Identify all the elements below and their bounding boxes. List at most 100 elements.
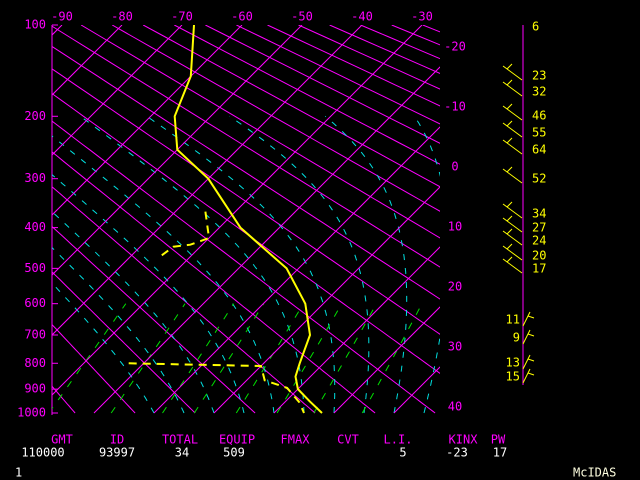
temperature-line [173, 24, 323, 414]
wind-barb [502, 103, 523, 121]
isotherm [52, 25, 363, 336]
footer-header: CVT [337, 433, 359, 447]
dry-adiabat [52, 45, 440, 300]
wind-speed-label: 6 [532, 20, 539, 34]
x-tick-label: -40 [351, 10, 373, 24]
wind-speed-label: 24 [532, 234, 546, 248]
wind-speed-label: 11 [506, 313, 520, 327]
footer-header: L.I. [384, 433, 413, 447]
wind-barb [502, 256, 523, 274]
x-tick-label: -50 [291, 10, 313, 24]
footer-value: 5 [399, 446, 406, 460]
dry-adiabat [52, 271, 196, 414]
isotherm [213, 186, 440, 414]
y-tick-label: 400 [24, 220, 46, 234]
footer-value: -23 [446, 446, 468, 460]
footer-value: 93997 [99, 446, 135, 460]
moist-adiabat [229, 115, 370, 414]
brand: McIDAS [573, 466, 616, 480]
mixing-ratio-line [162, 303, 235, 414]
y-tick-label: 600 [24, 296, 46, 310]
wind-barb [502, 215, 523, 233]
mixing-ratio-line [110, 303, 186, 414]
wind-barb [522, 368, 535, 384]
wind-barb [502, 137, 523, 155]
wind-speed-label: 20 [532, 249, 546, 263]
wind-speed-label: 13 [506, 356, 520, 370]
y-tick-label: 300 [24, 171, 46, 185]
footer-header: EQUIP [219, 433, 255, 447]
x-tick-label: -60 [231, 10, 253, 24]
isotherm [52, 25, 183, 156]
footer-header: PW [491, 433, 506, 447]
mixing-ratio-line [276, 303, 343, 414]
isotherm-label: 10 [448, 220, 462, 234]
isotherm-label: 0 [451, 160, 458, 174]
mixing-ratio-line [313, 303, 377, 414]
dry-adiabat [142, 25, 440, 188]
wind-speed-label: 23 [532, 69, 546, 83]
footer-header: ID [110, 433, 124, 447]
x-tick-label: -30 [411, 10, 433, 24]
mixing-ratio-line [235, 303, 304, 414]
wind-barb [502, 79, 523, 97]
dewpoint-line [128, 211, 305, 414]
isotherm [52, 25, 243, 216]
y-tick-label: 800 [24, 356, 46, 370]
isotherm [52, 25, 123, 96]
dry-adiabat [52, 323, 136, 414]
moist-adiabat [52, 211, 215, 414]
isotherm-label: 30 [448, 340, 462, 354]
mixing-ratio-line [193, 303, 265, 414]
wind-speed-label: 32 [532, 85, 546, 99]
isotherm [93, 66, 440, 414]
dry-adiabat [80, 25, 440, 239]
dry-adiabat [52, 68, 440, 335]
moist-adiabat [414, 116, 440, 414]
wind-speed-label: 46 [532, 109, 546, 123]
wind-barb [502, 63, 523, 81]
x-tick-label: -70 [171, 10, 193, 24]
footer-header: GMT [51, 433, 73, 447]
dry-adiabat [52, 151, 376, 414]
wind-speed-label: 27 [532, 221, 546, 235]
dry-adiabat [52, 25, 440, 268]
isotherm [52, 25, 423, 396]
isotherm [52, 25, 303, 276]
y-tick-label: 1000 [17, 406, 46, 420]
isotherm [333, 306, 440, 414]
dry-adiabat [52, 186, 316, 414]
page-number: 1 [15, 466, 22, 480]
y-tick-label: 100 [24, 18, 46, 32]
wind-speed-label: 64 [532, 143, 546, 157]
footer-value: 509 [223, 446, 245, 460]
wind-barb [502, 201, 523, 219]
wind-speed-label: 9 [513, 331, 520, 345]
dry-adiabat [52, 120, 436, 414]
footer-value: 110000 [21, 446, 64, 460]
x-tick-label: -90 [51, 10, 73, 24]
footer-value: 34 [175, 446, 189, 460]
y-tick-label: 200 [24, 109, 46, 123]
wind-speed-label: 52 [532, 172, 546, 186]
dry-adiabat [174, 25, 440, 165]
footer-value: 17 [493, 446, 507, 460]
dry-adiabat [52, 92, 440, 374]
isotherm [153, 126, 440, 414]
mixing-ratio-line [361, 303, 423, 414]
dry-adiabat [111, 25, 440, 212]
y-tick-label: 900 [24, 382, 46, 396]
wind-barb [502, 228, 523, 246]
isotherm-label: 40 [448, 400, 462, 414]
footer-header: FMAX [281, 433, 311, 447]
mixing-ratio-line [52, 303, 127, 410]
wind-speed-label: 55 [532, 126, 546, 140]
isotherm-label: 20 [448, 280, 462, 294]
y-tick-label: 500 [24, 261, 46, 275]
isotherm [273, 246, 440, 414]
wind-barb [502, 243, 523, 261]
y-tick-label: 700 [24, 327, 46, 341]
wind-barb [522, 354, 535, 370]
dry-adiabat [52, 225, 256, 414]
